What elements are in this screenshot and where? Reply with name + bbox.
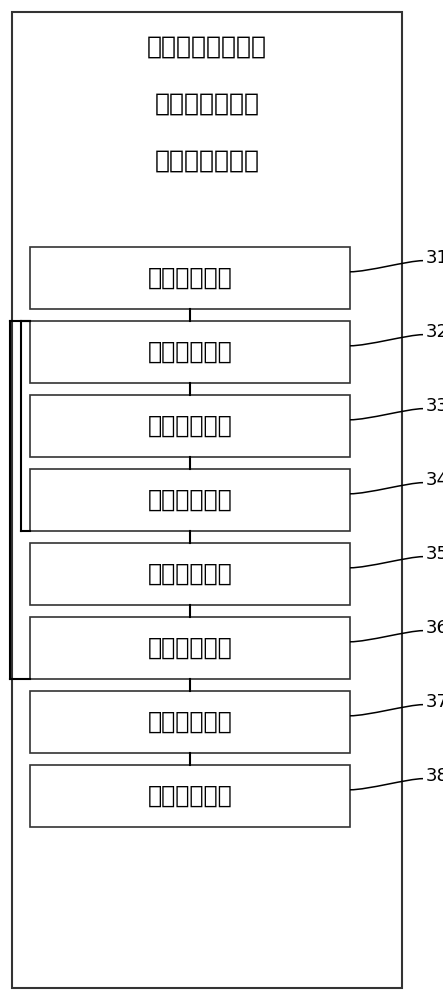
- Text: 第四生成单元: 第四生成单元: [148, 636, 233, 660]
- Text: 托盘三维数字化: 托盘三维数字化: [155, 92, 260, 116]
- Bar: [30, 247, 350, 309]
- Text: 37: 37: [426, 693, 443, 711]
- Bar: [30, 691, 350, 753]
- Bar: [30, 617, 350, 679]
- Text: 第二获取单元: 第二获取单元: [148, 340, 233, 364]
- Bar: [30, 395, 350, 457]
- Text: 36: 36: [426, 619, 443, 637]
- Text: 第二生成单元: 第二生成单元: [148, 488, 233, 512]
- Text: 38: 38: [426, 767, 443, 785]
- Bar: [12, 12, 402, 988]
- Text: 32: 32: [426, 323, 443, 341]
- Bar: [30, 543, 350, 605]
- Text: 第一生成单元: 第一生成单元: [148, 414, 233, 438]
- Bar: [30, 469, 350, 531]
- Text: 第一获取单元: 第一获取单元: [148, 266, 233, 290]
- Text: 正畸间接粘接转移: 正畸间接粘接转移: [147, 35, 267, 59]
- Bar: [30, 321, 350, 383]
- Text: 第三生成单元: 第三生成单元: [148, 562, 233, 586]
- Text: 模型的生成装置: 模型的生成装置: [155, 149, 260, 173]
- Text: 第五生成单元: 第五生成单元: [148, 710, 233, 734]
- Text: 35: 35: [426, 545, 443, 563]
- Text: 第六生成单元: 第六生成单元: [148, 784, 233, 808]
- Text: 34: 34: [426, 471, 443, 489]
- Text: 33: 33: [426, 397, 443, 415]
- Bar: [30, 765, 350, 827]
- Text: 31: 31: [426, 249, 443, 267]
